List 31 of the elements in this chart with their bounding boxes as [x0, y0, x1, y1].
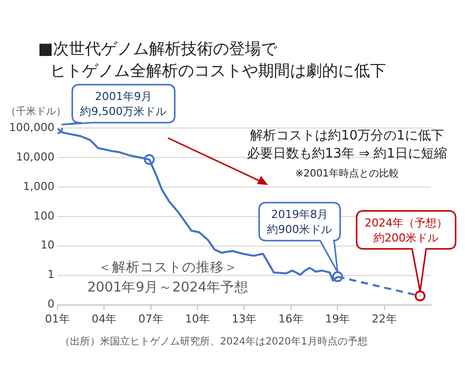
y-tick-label: 10 [40, 238, 54, 252]
annotation: 約900米ドル [267, 223, 332, 236]
text: 2001年9月 [94, 90, 152, 104]
point [414, 290, 426, 302]
chart-title: ■次世代ゲノム解析技術の登場で [38, 38, 278, 59]
annotation: 2001年9月～2024年予想 [87, 280, 249, 296]
x-tick-label: 10年 [185, 312, 210, 326]
x-tick-label: 22年 [372, 312, 397, 326]
annotation: 解析コストは約10万分の1に低下 [250, 128, 444, 144]
y-tick-label: 10,000 [16, 150, 54, 164]
x-tick-label: 19年 [325, 312, 350, 326]
y-tick-label: 0 [47, 298, 54, 311]
x-tick-label: 13年 [232, 312, 257, 326]
x-tick-label: 04年 [92, 312, 117, 326]
chart-subtitle: ヒトゲノム全解析のコストや期間は劇的に低下 [50, 60, 386, 81]
y-tick-label: 1,000 [22, 180, 54, 193]
annotation: ＜解析コストの推移＞ [98, 260, 238, 276]
y-axis-title: （千米ドル） [6, 106, 66, 118]
y-tick-label: 100 [33, 209, 54, 222]
annotation: 必要日数も約13年 ⇒ 約1日に短縮 [247, 146, 447, 162]
text: （出所）米国立ヒトゲノム研究所、2024年は2020年1月時点の予想 [60, 336, 368, 348]
x-tick-label: 01年 [44, 312, 70, 326]
x-tick-label: 07年 [138, 312, 164, 326]
y-tick-label: 100,000 [8, 120, 54, 134]
annotation: ※2001年時点との比較 [295, 168, 399, 180]
annotation: 2024年（予想） [364, 216, 448, 230]
annotation: 2019年8月 [271, 208, 328, 222]
text: 約9,500万米ドル [80, 105, 167, 118]
y-tick-label: 1 [47, 268, 54, 282]
x-tick-label: 16年 [278, 312, 304, 326]
annotation: 約200米ドル [374, 231, 439, 244]
